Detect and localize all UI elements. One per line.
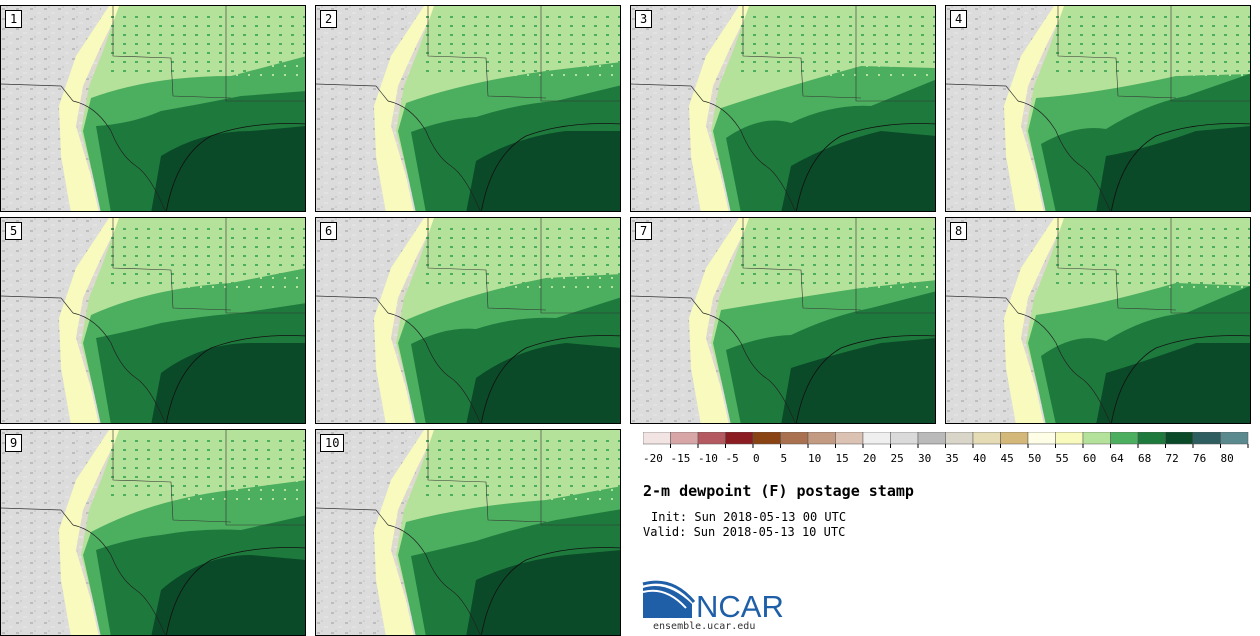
colorbar-tick-label: 25 <box>891 452 904 465</box>
valid-time: Valid: Sun 2018-05-13 10 UTC <box>643 525 846 539</box>
member-label: 5 <box>5 222 23 240</box>
member-label: 4 <box>950 10 968 28</box>
colorbar-tick-label: 68 <box>1138 452 1151 465</box>
colorbar-tick-label: 30 <box>918 452 931 465</box>
ensemble-member-panel: 4 <box>945 5 1251 212</box>
colorbar-swatch <box>1000 431 1029 445</box>
colorbar-swatch <box>1192 431 1221 445</box>
member-label: 8 <box>950 222 968 240</box>
colorbar: -20 -15 -10 -5 0 5 10 15 20 25 30 35 40 45 50 55 60 64 68 7… <box>642 431 1253 472</box>
colorbar-tick-label: 80 <box>1221 452 1234 465</box>
logo-url: ensemble.ucar.edu <box>653 621 756 632</box>
colorbar-swatch <box>1137 431 1166 445</box>
colorbar-tick-label: 0 <box>753 452 760 465</box>
ensemble-member-panel: 10 <box>315 429 621 636</box>
colorbar-swatch <box>1220 431 1249 445</box>
member-label: 3 <box>635 10 653 28</box>
member-label: 9 <box>5 434 23 452</box>
colorbar-tick-label: -20 <box>643 452 663 465</box>
colorbar-swatch <box>670 431 699 445</box>
colorbar-swatch <box>1082 431 1111 445</box>
ncar-logo: NCAR <box>642 578 792 624</box>
ensemble-member-panel: 3 <box>630 5 936 212</box>
colorbar-swatch <box>780 431 809 445</box>
colorbar-swatch <box>697 431 726 445</box>
colorbar-tick-label: -10 <box>698 452 718 465</box>
ensemble-member-panel: 6 <box>315 217 621 424</box>
colorbar-swatch <box>835 431 864 445</box>
ensemble-member-panel: 2 <box>315 5 621 212</box>
member-label: 1 <box>5 10 23 28</box>
colorbar-swatch <box>1055 431 1084 445</box>
colorbar-tick-label: 5 <box>781 452 788 465</box>
colorbar-tick-label: -15 <box>671 452 691 465</box>
colorbar-tick-label: 55 <box>1056 452 1069 465</box>
colorbar-swatch <box>807 431 836 445</box>
ensemble-member-panel: 1 <box>0 5 306 212</box>
colorbar-tick-label: 10 <box>808 452 821 465</box>
ensemble-member-panel: 5 <box>0 217 306 424</box>
colorbar-swatch <box>725 431 754 445</box>
colorbar-tick-label: 64 <box>1111 452 1125 465</box>
colorbar-swatch <box>972 431 1001 445</box>
colorbar-tick-label: 20 <box>863 452 876 465</box>
colorbar-swatch <box>642 431 671 445</box>
member-label: 2 <box>320 10 338 28</box>
init-time: Init: Sun 2018-05-13 00 UTC <box>651 510 847 524</box>
ncar-logo-text: NCAR <box>696 589 784 620</box>
colorbar-tick-label: 60 <box>1083 452 1096 465</box>
colorbar-tick-label: 15 <box>836 452 849 465</box>
colorbar-tick-label: 35 <box>946 452 959 465</box>
ensemble-member-panel: 7 <box>630 217 936 424</box>
colorbar-tick-label: 76 <box>1193 452 1206 465</box>
member-label: 6 <box>320 222 338 240</box>
member-label: 10 <box>320 434 345 452</box>
colorbar-swatch <box>862 431 891 445</box>
member-label: 7 <box>635 222 653 240</box>
colorbar-swatch <box>945 431 974 445</box>
ensemble-member-panel: 9 <box>0 429 306 636</box>
colorbar-swatch <box>1027 431 1056 445</box>
colorbar-swatch <box>1165 431 1194 445</box>
colorbar-swatch <box>917 431 946 445</box>
colorbar-tick-label: 45 <box>1001 452 1014 465</box>
colorbar-tick-label: 40 <box>973 452 986 465</box>
ensemble-member-panel: 8 <box>945 217 1251 424</box>
colorbar-swatch <box>1110 431 1139 445</box>
colorbar-tick-label: 50 <box>1028 452 1041 465</box>
colorbar-swatch <box>890 431 919 445</box>
colorbar-tick-label: -5 <box>726 452 739 465</box>
colorbar-swatch <box>752 431 781 445</box>
colorbar-tick-label: 72 <box>1166 452 1179 465</box>
figure-title: 2-m dewpoint (F) postage stamp <box>643 482 914 500</box>
